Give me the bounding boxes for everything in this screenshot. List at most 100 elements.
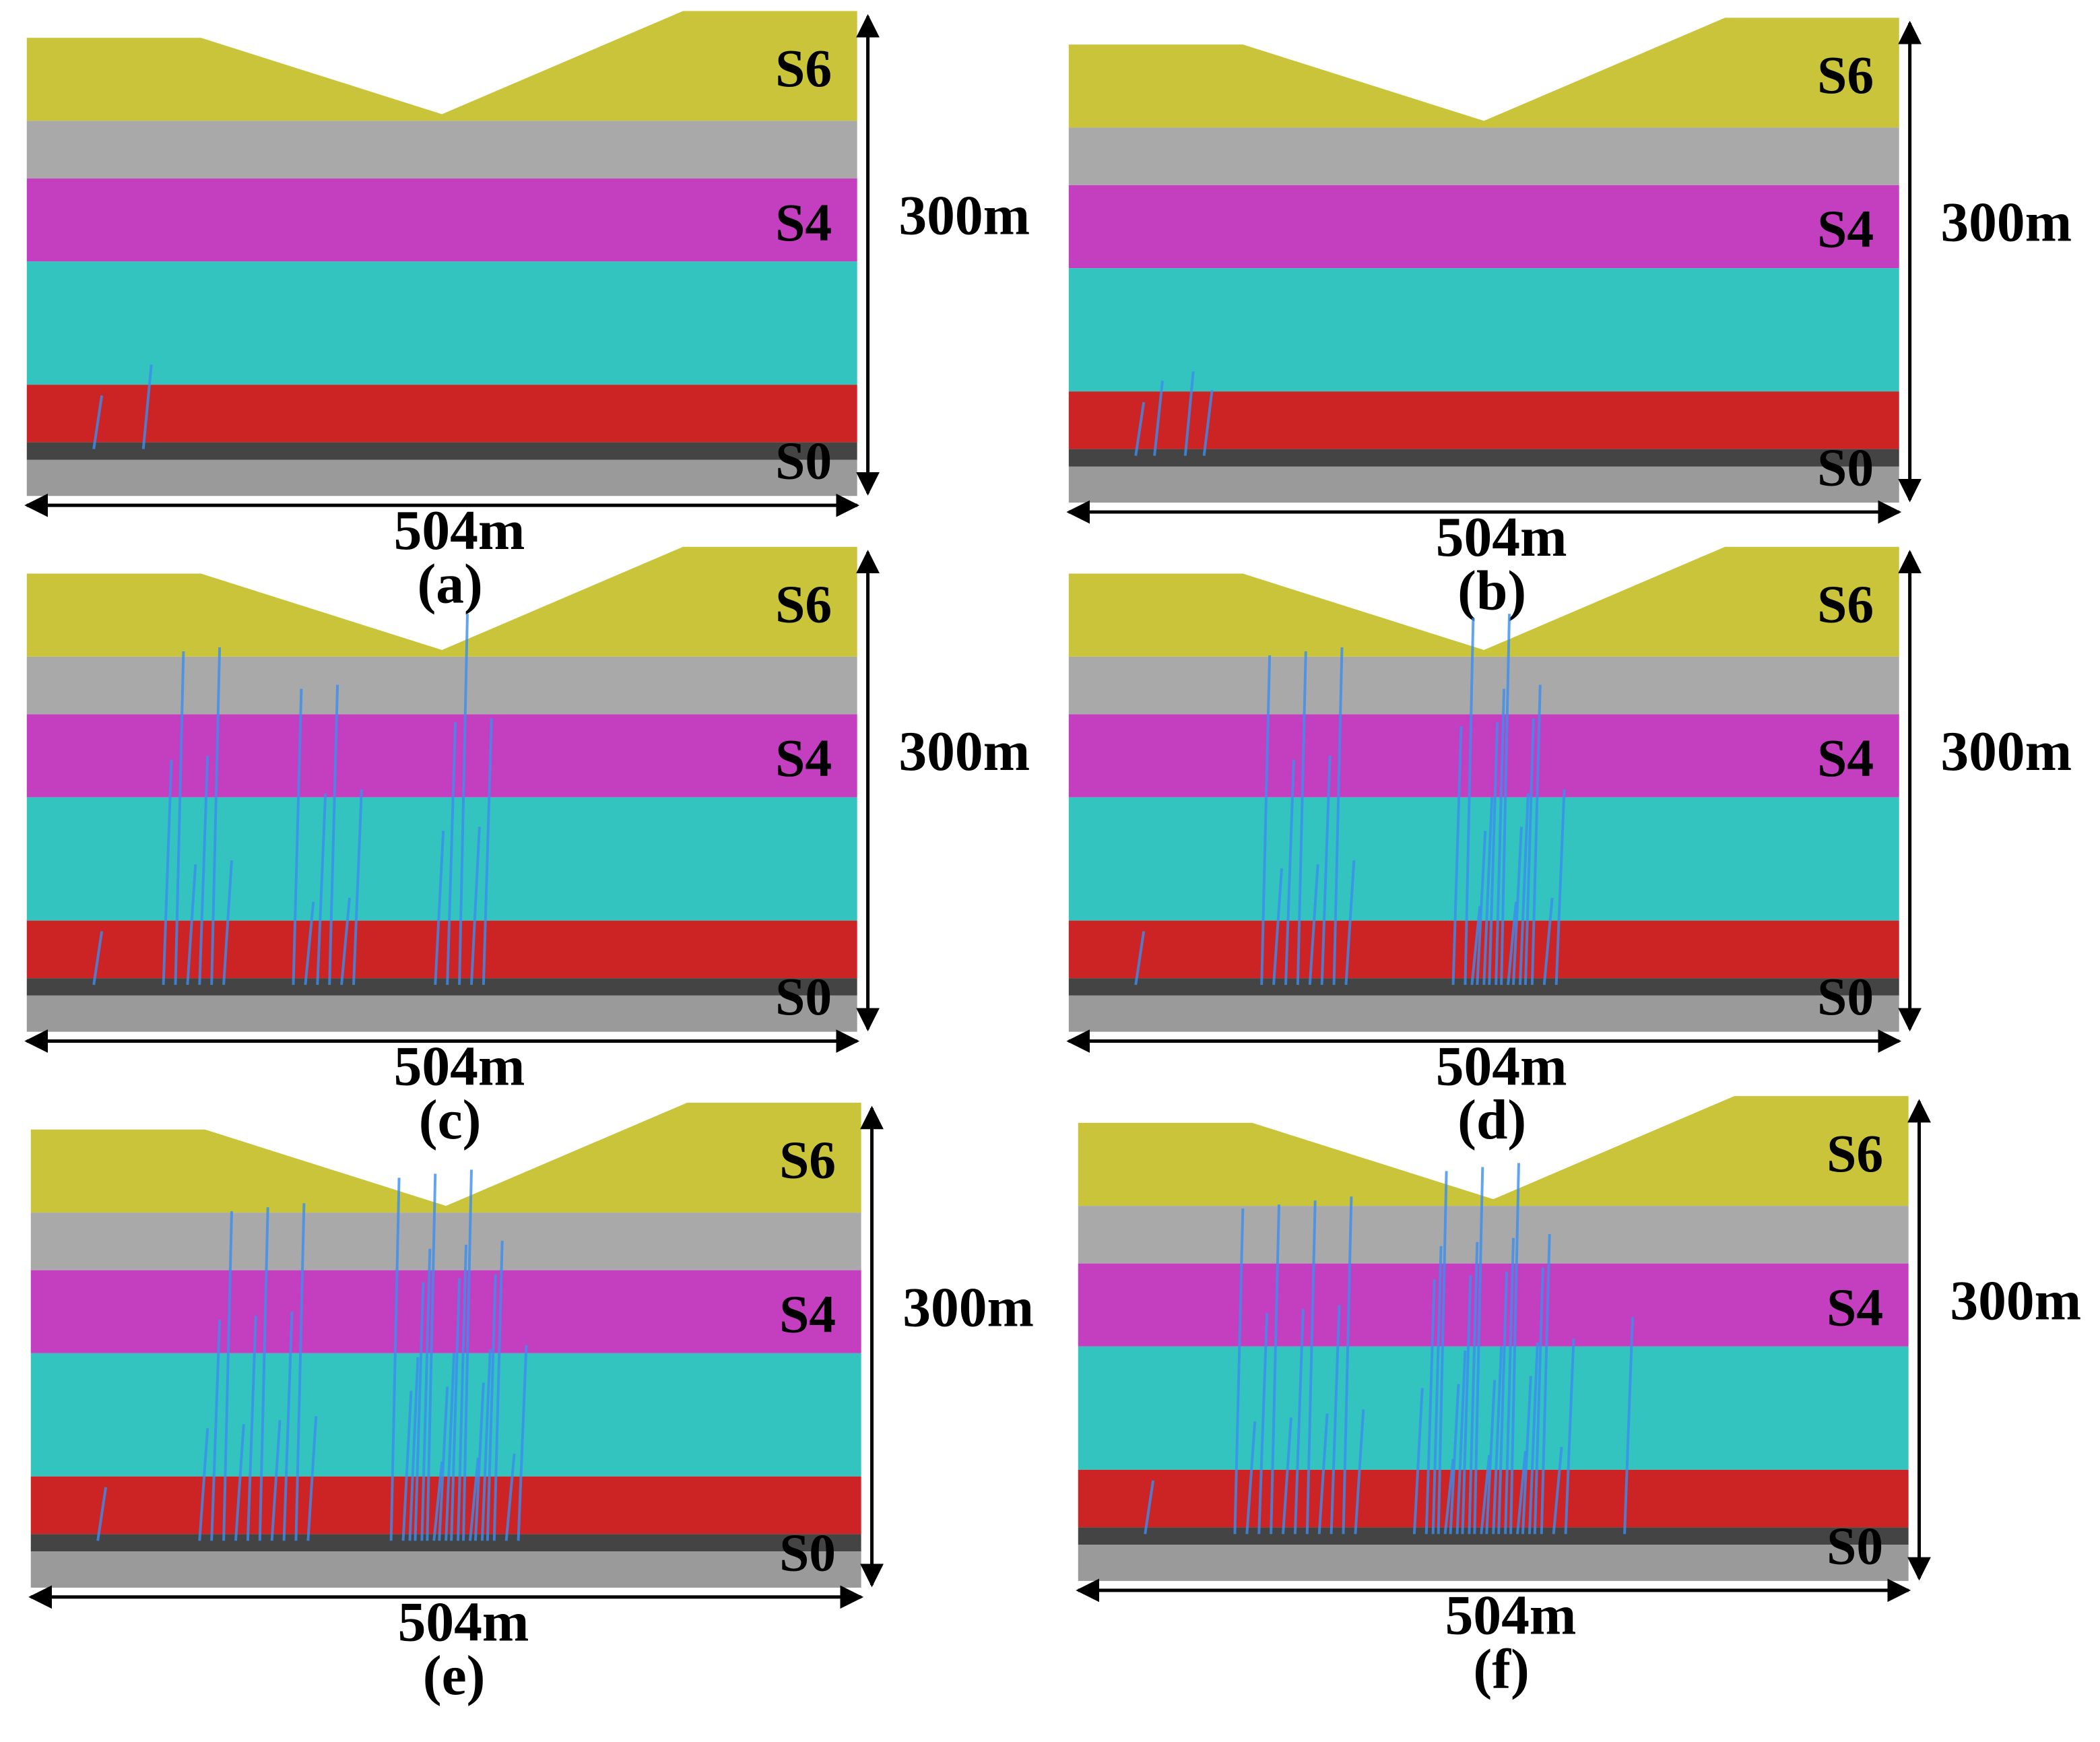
fracture [1233, 1208, 1245, 1535]
fracture [1623, 1317, 1634, 1535]
fracture [1305, 1200, 1317, 1535]
fracture [1449, 1384, 1460, 1535]
fracture [1270, 1204, 1281, 1535]
fracture [420, 1248, 432, 1541]
caption: (b) [1457, 560, 1526, 622]
rock-layer [1078, 1545, 1909, 1581]
fracture [1542, 897, 1554, 986]
layer-label: S4 [1817, 729, 1874, 788]
layer-label: S0 [775, 432, 832, 491]
rock-layer [26, 11, 857, 121]
height-label: 300m [1940, 192, 2072, 254]
rock-layer [1068, 449, 1899, 467]
fracture [1521, 1376, 1532, 1535]
rock-layer [1068, 978, 1899, 996]
fracture [1518, 793, 1530, 986]
layer-label: S0 [779, 1523, 836, 1582]
caption: (e) [423, 1645, 486, 1707]
fracture [1540, 1233, 1551, 1535]
fracture [469, 827, 481, 986]
fracture [1424, 1279, 1436, 1535]
fracture [1468, 1241, 1479, 1535]
rock-layer [1078, 1263, 1909, 1347]
panel: S6 S4 S0 300m 504m(d) [1066, 546, 2072, 1151]
caption: (d) [1457, 1089, 1526, 1151]
width-label: 504m [1436, 1035, 1567, 1097]
width-label: 504m [394, 500, 525, 562]
fracture [1492, 1346, 1503, 1535]
fracture [1320, 755, 1332, 986]
rock-layer [26, 995, 857, 1032]
fracture [1308, 864, 1319, 986]
fracture [492, 1240, 504, 1541]
fracture [1272, 868, 1283, 986]
caption: (c) [419, 1089, 482, 1151]
fracture [1183, 371, 1195, 456]
fracture [234, 1424, 245, 1541]
fracture [210, 647, 222, 986]
fracture [486, 1274, 497, 1541]
fracture [389, 1178, 401, 1541]
rock-layer [26, 920, 857, 979]
fracture [1530, 684, 1542, 986]
fracture [1134, 931, 1146, 986]
fracture [1485, 1380, 1497, 1535]
layer-label: S0 [1827, 1516, 1883, 1576]
fracture [1500, 614, 1511, 986]
layer-label: S0 [775, 967, 832, 1027]
rock-layer [1078, 1206, 1909, 1264]
fracture [1528, 1342, 1539, 1535]
fracture [141, 364, 153, 449]
rock-layer [26, 261, 857, 385]
fracture [1412, 1388, 1424, 1535]
rock-layer [26, 121, 857, 179]
layer-label: S0 [1817, 967, 1874, 1027]
rock-layer [26, 656, 857, 715]
fracture [1153, 380, 1164, 456]
fracture [1342, 1196, 1353, 1535]
fracture [1245, 1421, 1257, 1535]
layer-label: S0 [1817, 439, 1874, 498]
fracture [282, 1312, 294, 1541]
fracture [473, 1382, 485, 1541]
fracture [1488, 722, 1499, 986]
fracture [174, 651, 185, 986]
fracture [1533, 1267, 1544, 1535]
fracture [270, 1420, 282, 1541]
fracture [306, 1416, 318, 1541]
fracture [458, 614, 469, 986]
fracture [1431, 1246, 1443, 1535]
fracture [1482, 797, 1494, 986]
fracture [92, 395, 104, 449]
fracture [450, 1278, 461, 1541]
fracture [1512, 827, 1523, 986]
panel: S6 S4 S0 300m 504m(f) [1076, 1096, 2081, 1700]
fracture [1516, 1450, 1527, 1535]
fracture [1473, 1167, 1484, 1535]
fracture [482, 718, 493, 986]
fracture [162, 759, 173, 986]
fracture [1470, 905, 1482, 986]
fracture [1344, 860, 1356, 986]
height-label: 300m [898, 185, 1030, 247]
panel: S6 S4 S0 300m 504m(e) [28, 1103, 1034, 1707]
fracture [1330, 1305, 1341, 1535]
fracture [92, 931, 104, 986]
fracture [504, 1453, 516, 1541]
layer-label: S6 [775, 39, 832, 98]
fracture [426, 1173, 437, 1541]
fracture [1455, 1350, 1467, 1535]
width-label: 504m [1436, 507, 1567, 569]
fracture [1282, 1417, 1292, 1535]
fracture [1296, 651, 1307, 986]
fracture [294, 1203, 306, 1541]
rock-layer [26, 178, 857, 262]
fracture [414, 1282, 425, 1541]
fracture [1497, 1271, 1509, 1535]
rock-layer [1068, 546, 1899, 657]
fracture [1443, 1458, 1455, 1535]
rock-layer [26, 442, 857, 460]
rock-layer [26, 385, 857, 443]
fracture [186, 864, 197, 986]
